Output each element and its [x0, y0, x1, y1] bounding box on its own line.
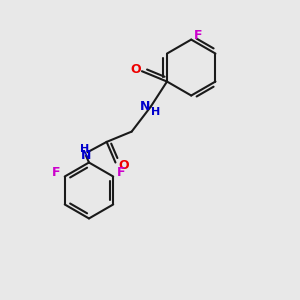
Text: O: O: [130, 63, 141, 76]
Text: F: F: [194, 29, 203, 42]
Text: H: H: [80, 144, 89, 154]
Text: N: N: [81, 149, 91, 162]
Text: N: N: [140, 100, 151, 113]
Text: H: H: [151, 107, 160, 117]
Text: F: F: [52, 167, 61, 179]
Text: F: F: [117, 167, 126, 179]
Text: O: O: [118, 159, 129, 172]
